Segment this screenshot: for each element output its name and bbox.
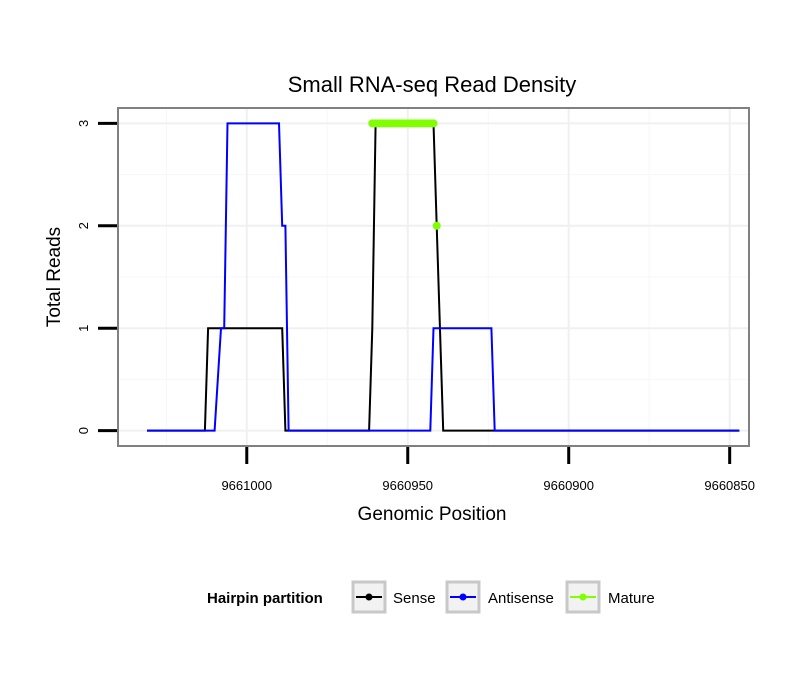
legend-item-sense: Sense [351,580,436,614]
series-layer [147,119,740,432]
grid [118,108,749,446]
x-tick-label: 9660850 [704,478,755,493]
plot-panel [117,107,750,447]
legend-label-sense: Sense [393,590,436,607]
y-tick-label: 1 [76,325,91,332]
y-tick-label: 0 [76,427,91,434]
legend-title: Hairpin partition [207,590,323,607]
y-tick-label: 2 [76,222,91,229]
x-tick-label: 9660900 [543,478,594,493]
chart-title: Small RNA-seq Read Density [288,72,577,97]
x-axis-title: Genomic Position [358,504,507,525]
series-point-mature [432,221,441,230]
x-tick-label: 9661000 [221,478,272,493]
series-point-mature [429,119,438,128]
legend-label-mature: Mature [608,590,655,607]
legend: Hairpin partition Sense Antisense Mature [207,580,655,614]
axes: 9661000 9660950 9660900 9660850 0 1 2 3 [76,120,755,493]
legend-item-antisense: Antisense [445,580,554,614]
y-axis-title: Total Reads [44,227,65,327]
x-tick-label: 9660950 [382,478,433,493]
y-tick-label: 3 [76,120,91,127]
legend-item-mature: Mature [565,580,655,614]
legend-label-antisense: Antisense [488,590,554,607]
series-line-antisense [147,122,740,432]
